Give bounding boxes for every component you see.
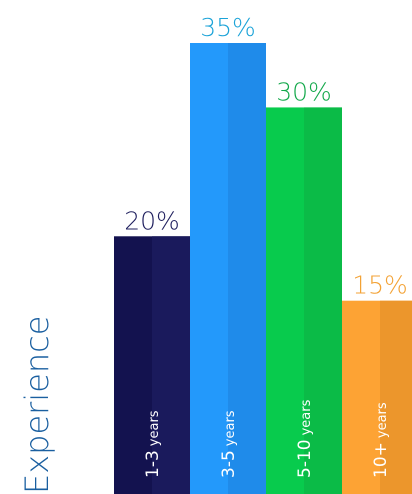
category-label-main: 5-10 — [295, 439, 315, 478]
category-label-1: 1-3 years — [143, 410, 163, 478]
category-label-main: 1-3 — [143, 450, 163, 478]
bar-shade-2 — [228, 43, 266, 494]
bar-shade-4 — [380, 300, 412, 494]
category-label-3: 5-10 years — [295, 399, 315, 478]
category-label-main: 3-5 — [219, 450, 239, 478]
category-label-main: 10+ — [371, 442, 391, 478]
value-label-3: 30% — [276, 77, 332, 106]
category-label-suffix: years — [375, 402, 390, 438]
category-label-suffix: years — [299, 399, 314, 435]
bars-group: 20% 1-3 years 35% 3-5 years 30% 5-10 years 15% 10+… — [114, 13, 412, 494]
category-label-suffix: years — [147, 410, 162, 446]
bar-shade-1 — [152, 236, 190, 494]
value-label-2: 35% — [200, 13, 256, 42]
category-label-2: 3-5 years — [219, 410, 239, 478]
value-label-1: 20% — [124, 206, 180, 235]
bar-shade-3 — [304, 107, 342, 494]
y-axis-title: Experience — [18, 316, 56, 494]
category-label-4: 10+ years — [371, 402, 391, 478]
value-label-4: 15% — [352, 271, 408, 300]
category-label-suffix: years — [223, 410, 238, 446]
